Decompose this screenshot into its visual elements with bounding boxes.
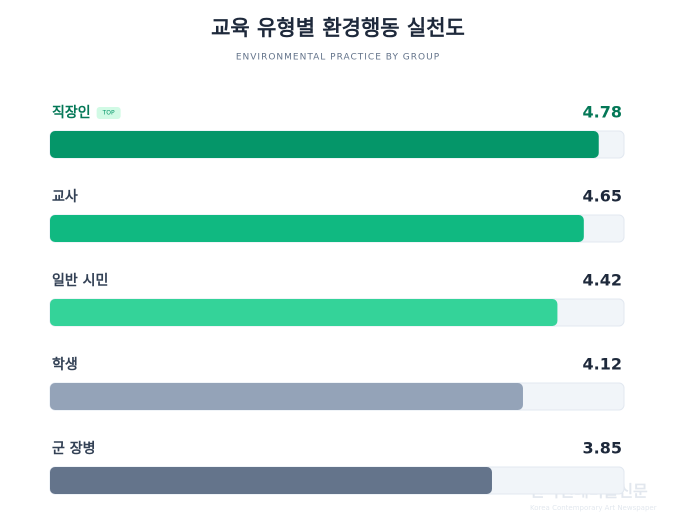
category-label: 교사 [52, 189, 78, 205]
chart-subtitle: ENVIRONMENTAL PRACTICE BY GROUP [236, 53, 440, 63]
value-label: 4.12 [583, 355, 622, 374]
watermark-subtitle: Korea Contemporary Art Newspaper [530, 504, 657, 512]
value-label: 4.42 [583, 271, 622, 290]
bar [50, 299, 558, 326]
bar [50, 383, 523, 410]
bar [50, 215, 584, 242]
bar [50, 131, 599, 158]
category-label: 군 장병 [52, 440, 96, 457]
chart-title: 교육 유형별 환경행동 실천도 [211, 16, 465, 40]
value-label: 4.65 [583, 187, 622, 206]
value-label: 4.78 [583, 103, 622, 122]
value-label: 3.85 [583, 439, 622, 458]
category-label: 직장인 [52, 104, 91, 121]
bar [50, 467, 492, 494]
badge: TOP [102, 110, 115, 117]
badge-bg [96, 107, 121, 119]
category-label: 학생 [52, 357, 78, 373]
category-label: 일반 시민 [52, 272, 108, 289]
